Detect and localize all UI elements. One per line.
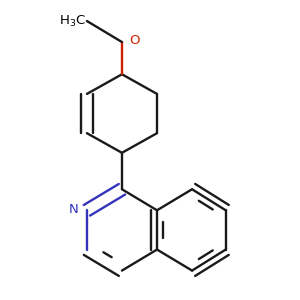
Text: N: N [69, 203, 79, 216]
Text: $\mathregular{H_3C}$: $\mathregular{H_3C}$ [58, 14, 85, 28]
Text: O: O [129, 34, 140, 47]
